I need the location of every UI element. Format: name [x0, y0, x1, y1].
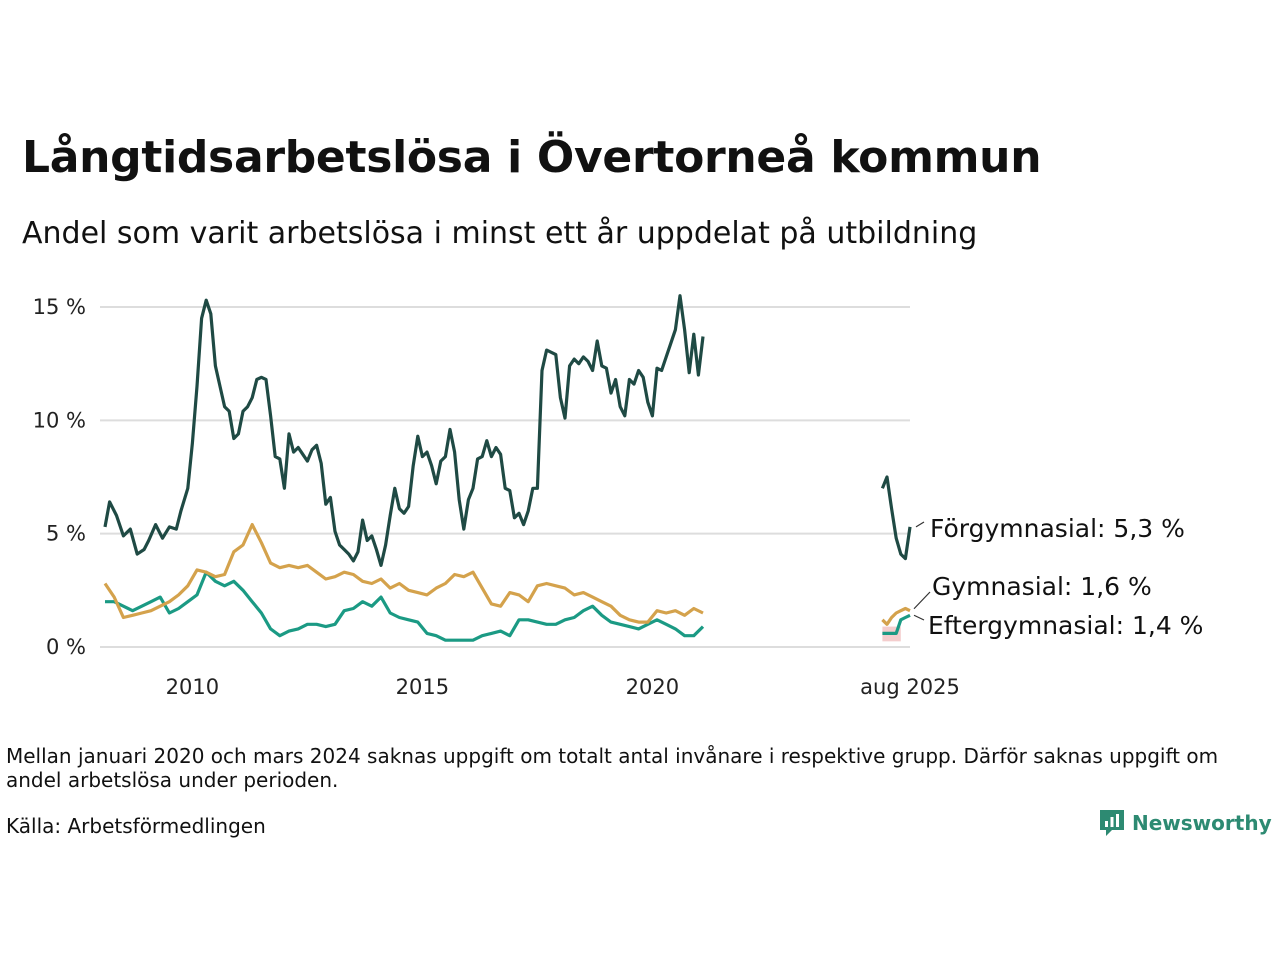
end-label-gymnasial: Gymnasial: 1,6 % [932, 572, 1152, 601]
footnote: Mellan januari 2020 och mars 2024 saknas… [6, 744, 1219, 792]
chart-subtitle: Andel som varit arbetslösa i minst ett å… [22, 216, 978, 251]
x-tick-label: 2020 [626, 675, 679, 699]
series-line-gymnasial [103, 523, 704, 624]
end-label-förgymnasial: Förgymnasial: 5,3 % [930, 514, 1185, 543]
y-tick-label: 10 % [33, 408, 86, 432]
label-leader-line [915, 521, 925, 528]
series-line-eftergymnasial [882, 613, 911, 635]
logo-text: Newsworthy [1132, 811, 1272, 835]
y-tick-label: 0 % [46, 635, 86, 659]
line-chart: 0 % 5 % 10 % 15 % 2010 2015 2020 aug 2025 Förg… [33, 294, 1203, 699]
end-label-eftergymnasial: Eftergymnasial: 1,4 % [928, 611, 1203, 640]
newsworthy-logo-icon [1100, 810, 1124, 836]
newsworthy-logo: Newsworthy [1098, 808, 1272, 838]
chart-title: Långtidsarbetslösa i Övertorneå kommun [22, 132, 1042, 183]
x-tick-label: 2010 [166, 675, 219, 699]
label-leader-line [913, 591, 931, 610]
series-line-förgymnasial [880, 475, 912, 561]
y-tick-label: 15 % [33, 295, 86, 319]
source-note: Källa: Arbetsförmedlingen [6, 814, 266, 838]
series-line-eftergymnasial [105, 570, 705, 642]
series-line-förgymnasial [103, 294, 705, 567]
series-line-gymnasial [881, 606, 911, 626]
x-tick-label: aug 2025 [860, 675, 960, 699]
x-tick-label: 2015 [396, 675, 449, 699]
y-tick-label: 5 % [46, 522, 86, 546]
label-leader-line [913, 614, 925, 621]
